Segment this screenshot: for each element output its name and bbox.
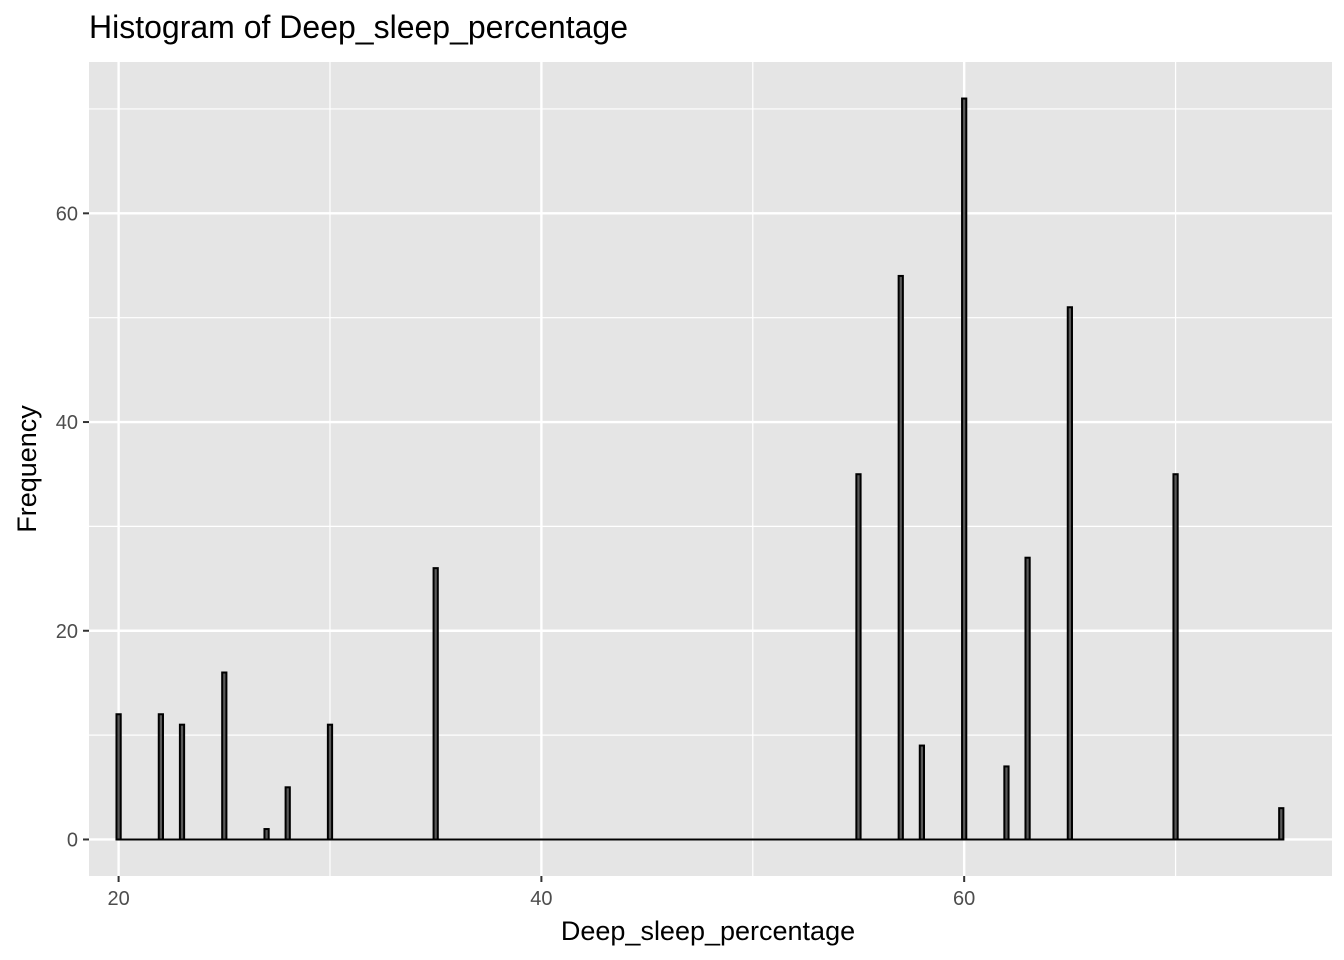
y-tick-label: 0: [67, 829, 78, 851]
histogram-bar: [1024, 556, 1031, 841]
y-axis: 0 20 40 60: [56, 203, 89, 851]
y-tick-label: 60: [56, 203, 78, 225]
histogram-bar: [1003, 765, 1010, 841]
histogram-bar: [115, 713, 122, 841]
histogram-bar: [326, 723, 334, 841]
histogram-bar: [221, 671, 228, 841]
histogram-bar: [1066, 306, 1073, 841]
y-tick-label: 40: [56, 412, 78, 434]
histogram-bar: [1278, 807, 1285, 841]
plot-panel: [89, 62, 1332, 876]
histogram-bar: [897, 274, 904, 841]
x-tick-label: 60: [953, 888, 975, 910]
x-tick-label: 20: [107, 888, 129, 910]
y-axis-title: Frequency: [12, 405, 42, 533]
histogram-bar: [855, 473, 862, 841]
y-tick-label: 20: [56, 621, 78, 643]
histogram-bar: [178, 723, 186, 841]
histogram-bar: [1172, 473, 1179, 841]
minor-gridlines: [89, 62, 1332, 876]
histogram-bar: [918, 744, 926, 841]
x-axis-title: Deep_sleep_percentage: [561, 916, 855, 946]
x-axis: 20 40 60: [107, 876, 975, 910]
x-tick-label: 40: [530, 888, 552, 910]
histogram-bar: [432, 567, 439, 841]
histogram-bar: [263, 828, 270, 841]
histogram-bar: [157, 713, 164, 841]
histogram-bar: [284, 786, 291, 841]
histogram-bar: [961, 97, 968, 841]
chart-title: Histogram of Deep_sleep_percentage: [89, 9, 628, 45]
histogram-bars: [115, 97, 1285, 841]
